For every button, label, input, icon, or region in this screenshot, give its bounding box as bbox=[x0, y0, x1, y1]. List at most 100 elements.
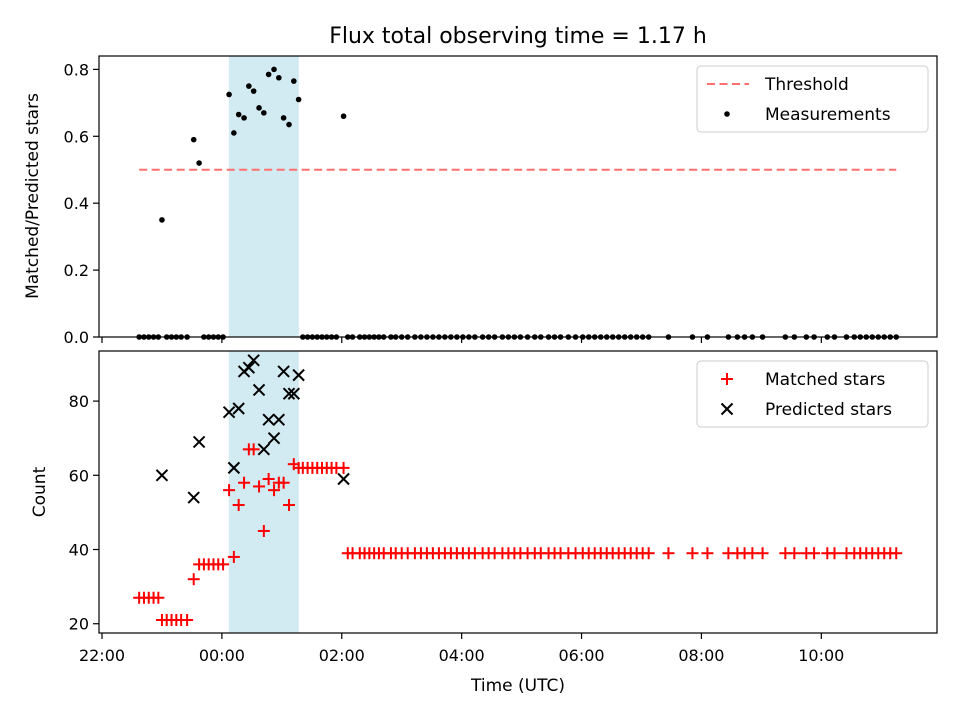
predicted-star-point bbox=[227, 461, 241, 475]
matched-star-point bbox=[181, 614, 194, 627]
matched-star-point bbox=[232, 498, 245, 511]
count-x-ticks: 22:00 00:00 02:00 04:00 06:00 08:00 10:00 bbox=[79, 633, 844, 665]
matched-star-point bbox=[253, 480, 266, 493]
predicted-star-point bbox=[277, 365, 290, 378]
predicted-star-point bbox=[287, 387, 301, 400]
predicted-star-point bbox=[257, 443, 271, 456]
ratio-y-tick-label: 0.2 bbox=[64, 261, 89, 280]
ratio-y-tick-label: 0.6 bbox=[64, 127, 89, 146]
legend-predicted-swatch bbox=[720, 402, 734, 416]
measurement-point bbox=[250, 88, 257, 94]
x-tick-label: 02:00 bbox=[319, 646, 365, 665]
matched-star-point bbox=[187, 573, 200, 586]
measurement-point bbox=[271, 66, 277, 73]
ratio-legend: Threshold Measurements bbox=[696, 65, 929, 133]
x-tick-label: 10:00 bbox=[798, 646, 844, 665]
measurement-point bbox=[235, 111, 242, 118]
matched-star-point bbox=[337, 461, 350, 474]
matched-star-point bbox=[217, 558, 230, 571]
count-highlight-window bbox=[228, 351, 299, 633]
matched-star-point bbox=[828, 547, 841, 560]
measurement-point bbox=[246, 83, 252, 89]
ratio-legend-label: Measurements bbox=[765, 105, 891, 125]
legend-matched-swatch bbox=[721, 373, 733, 385]
predicted-star-point bbox=[252, 383, 266, 397]
measurement-point bbox=[265, 71, 272, 78]
predicted-star-point bbox=[247, 354, 260, 367]
matched-star-point bbox=[283, 498, 296, 511]
measurement-point bbox=[241, 115, 247, 121]
matched-star-point bbox=[701, 547, 714, 560]
matched-star-point bbox=[642, 547, 655, 560]
measurement-point bbox=[261, 110, 267, 116]
count-panel: 20 40 60 80 22:00 00:00 02:00 04:00 06:00 08:00 1… bbox=[30, 350, 938, 665]
measurement-point bbox=[196, 160, 202, 166]
measurement-point bbox=[231, 130, 237, 136]
matched-star-point bbox=[268, 484, 281, 497]
x-tick-label: 22:00 bbox=[79, 646, 125, 665]
x-tick-label: 08:00 bbox=[678, 646, 724, 665]
ratio-y-tick-label: 0.8 bbox=[64, 60, 89, 79]
predicted-star-point bbox=[222, 406, 236, 419]
matched-star-point bbox=[756, 547, 769, 560]
matched-star-point bbox=[247, 443, 260, 456]
measurement-point bbox=[226, 91, 232, 98]
ratio-y-axis-label: Matched/Predicted stars bbox=[23, 93, 43, 299]
matched-star-point bbox=[152, 591, 165, 604]
count-legend-label: Predicted stars bbox=[765, 400, 892, 420]
count-y-tick-label: 60 bbox=[69, 466, 89, 485]
count-legend-label: Matched stars bbox=[765, 370, 885, 390]
matched-star-point bbox=[257, 524, 270, 537]
matched-star-point bbox=[227, 550, 240, 563]
measurement-point bbox=[286, 121, 292, 128]
count-y-axis-label: Count bbox=[30, 466, 50, 517]
matched-star-point bbox=[890, 547, 903, 560]
matched-star-point bbox=[662, 547, 675, 560]
measurement-point bbox=[280, 115, 287, 121]
ratio-legend-label: Threshold bbox=[764, 75, 849, 95]
measurement-point bbox=[159, 217, 165, 223]
ratio-legend-box bbox=[696, 65, 929, 133]
measurement-point bbox=[190, 136, 197, 143]
x-tick-label: 06:00 bbox=[558, 646, 604, 665]
predicted-star-point bbox=[262, 413, 275, 426]
ratio-y-tick-label: 0.4 bbox=[64, 194, 89, 213]
predicted-star-point bbox=[155, 469, 169, 482]
ratio-axes-frame bbox=[98, 55, 938, 338]
matched-star-point bbox=[686, 547, 699, 560]
ratio-panel: 0.00.20.40.60.8 Matched/Predicted stars … bbox=[23, 55, 938, 347]
legend-measurement-swatch bbox=[724, 111, 730, 117]
matched-star-point bbox=[808, 547, 821, 560]
ratio-highlight-window bbox=[228, 56, 299, 337]
ratio-y-ticks: 0.0 0.2 0.4 0.6 0.8 bbox=[64, 60, 99, 347]
count-y-tick-label: 20 bbox=[69, 615, 89, 634]
predicted-star-point bbox=[187, 491, 200, 504]
figure-title: Flux total observing time = 1.17 h bbox=[329, 24, 707, 49]
count-axes-frame bbox=[98, 350, 938, 634]
predicted-star-point bbox=[272, 413, 286, 426]
predicted-star-point bbox=[337, 472, 350, 486]
matched-star-point bbox=[277, 476, 290, 489]
measurement-point bbox=[276, 74, 282, 81]
predicted-star-point bbox=[242, 361, 256, 374]
count-legend: Matched stars Predicted stars bbox=[696, 360, 929, 428]
x-tick-label: 00:00 bbox=[199, 646, 245, 665]
count-y-tick-label: 80 bbox=[69, 392, 89, 411]
measurement-point bbox=[291, 78, 297, 84]
predicted-star-point bbox=[282, 387, 296, 400]
predicted-star-point bbox=[192, 435, 206, 449]
count-y-ticks: 20 40 60 80 bbox=[69, 392, 99, 634]
matched-star-point bbox=[788, 547, 801, 560]
measurement-point bbox=[340, 113, 347, 120]
count-y-tick-label: 40 bbox=[69, 541, 89, 560]
count-legend-box bbox=[696, 360, 929, 428]
count-marks bbox=[133, 354, 903, 627]
predicted-star-point bbox=[267, 431, 281, 445]
x-axis-label: Time (UTC) bbox=[470, 676, 565, 696]
measurement-point bbox=[256, 105, 262, 111]
matched-star-point bbox=[223, 484, 236, 497]
matched-star-point bbox=[746, 547, 759, 560]
measurement-point bbox=[295, 96, 302, 103]
matched-star-point bbox=[238, 476, 251, 489]
